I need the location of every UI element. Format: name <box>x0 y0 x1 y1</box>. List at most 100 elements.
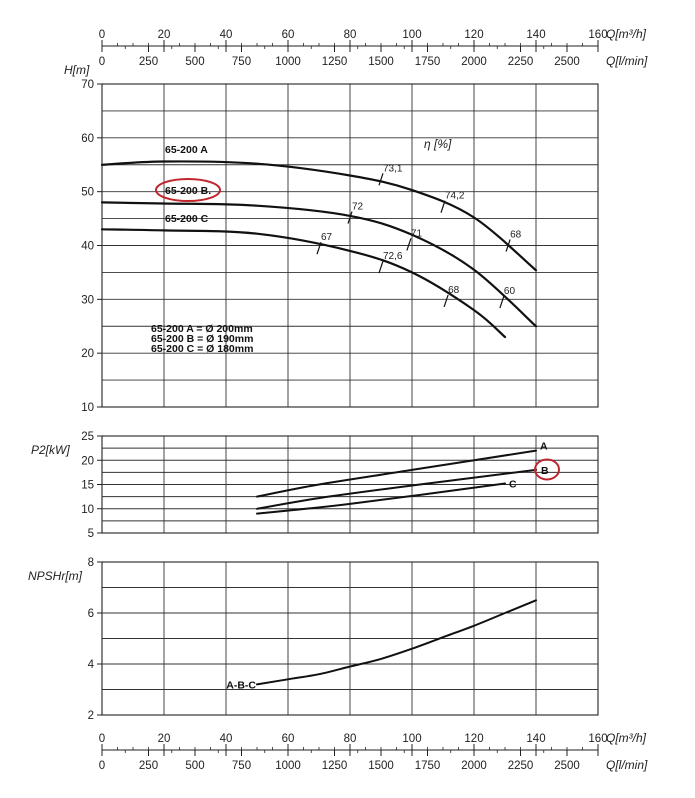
y-tick-label: 2 <box>88 710 94 722</box>
y-tick-label: 60 <box>81 133 94 145</box>
curve-65-200-a <box>100 160 538 272</box>
efficiency-label: 72 <box>352 202 364 213</box>
y-tick-label: 8 <box>88 557 94 569</box>
efficiency-tick <box>499 295 505 309</box>
q-m3h-axis-label: Q[m³/h] <box>606 731 647 745</box>
q-lmin-tick-label: 2000 <box>461 56 487 68</box>
y-tick-label: 50 <box>81 187 94 199</box>
q-lmin-axis-label: Q[l/min] <box>606 758 648 772</box>
q-m3h-tick-label: 0 <box>99 29 105 41</box>
curve-label: 65-200 B. <box>165 185 211 197</box>
q-lmin-tick-label: 2000 <box>461 760 487 772</box>
q-m3h-tick-label: 140 <box>526 29 545 41</box>
efficiency-tick <box>347 211 353 224</box>
q-m3h-tick-label: 80 <box>344 29 357 41</box>
q-m3h-tick-label: 160 <box>588 29 607 41</box>
q-lmin-tick-label: 1000 <box>275 56 301 68</box>
q-m3h-tick-label: 40 <box>220 733 233 745</box>
efficiency-label: 74,2 <box>445 191 465 202</box>
y-axis-label: P2[kW] <box>31 443 70 457</box>
efficiency-tick <box>406 238 412 251</box>
q-m3h-axis-label: Q[m³/h] <box>606 27 647 41</box>
y-axis-label: H[m] <box>64 63 90 77</box>
efficiency-label: 71 <box>411 228 423 239</box>
q-m3h-tick-label: 0 <box>99 733 105 745</box>
q-m3h-tick-label: 60 <box>282 733 295 745</box>
y-tick-label: 10 <box>81 402 94 414</box>
y-tick-label: 15 <box>81 480 94 492</box>
efficiency-tick <box>378 173 384 186</box>
y-tick-label: 25 <box>81 431 94 443</box>
diameter-annotation: 65-200 B = Ø 190mm <box>151 333 253 345</box>
curve-a-b-c <box>256 599 537 686</box>
q-lmin-tick-label: 1500 <box>368 56 394 68</box>
q-lmin-tick-label: 1000 <box>275 760 301 772</box>
efficiency-label: 68 <box>510 230 522 241</box>
efficiency-label: 68 <box>448 285 460 296</box>
q-m3h-tick-label: 40 <box>220 29 233 41</box>
q-lmin-tick-label: 2500 <box>554 56 580 68</box>
efficiency-tick <box>505 239 511 252</box>
power-panel: 5 10 15 20 25 P2[kW] AB C <box>31 431 599 540</box>
efficiency-tick <box>378 260 384 274</box>
y-tick-label: 70 <box>81 79 94 91</box>
curve-65-200-c <box>100 228 507 339</box>
efficiency-label: 67 <box>321 232 333 243</box>
q-lmin-tick-label: 2500 <box>554 760 580 772</box>
q-m3h-tick-label: 120 <box>464 733 483 745</box>
q-lmin-tick-label: 750 <box>232 760 251 772</box>
efficiency-axis-label: η [%] <box>424 137 452 151</box>
q-m3h-tick-label: 160 <box>588 733 607 745</box>
diameter-annotation: 65-200 A = Ø 200mm <box>151 323 253 335</box>
q-m3h-tick-label: 80 <box>344 733 357 745</box>
q-lmin-tick-label: 0 <box>99 56 105 68</box>
y-tick-label: 4 <box>88 659 95 671</box>
curve-c <box>256 482 506 515</box>
curve-label: 65-200 C <box>165 213 209 225</box>
curve-label: B <box>541 465 549 477</box>
efficiency-tick <box>440 200 446 213</box>
curve-a <box>256 449 537 498</box>
bottom-q-axis: 0 20 40 60 80 100 120 140 160 0 250 500 750 1000 1250 1… <box>99 731 648 772</box>
q-lmin-tick-label: 1500 <box>368 760 394 772</box>
diameter-annotation: 65-200 C = Ø 180mm <box>151 343 253 355</box>
y-tick-label: 5 <box>88 528 94 540</box>
y-tick-label: 30 <box>81 294 94 306</box>
q-lmin-tick-label: 1250 <box>322 56 348 68</box>
q-lmin-tick-label: 1250 <box>322 760 348 772</box>
y-tick-label: 6 <box>88 608 94 620</box>
q-lmin-tick-label: 250 <box>139 760 158 772</box>
curve-label: A <box>540 441 548 453</box>
efficiency-label: 73,1 <box>383 163 403 174</box>
efficiency-tick <box>316 242 322 255</box>
efficiency-label: 60 <box>504 286 516 297</box>
y-tick-label: 20 <box>81 348 94 360</box>
q-m3h-tick-label: 100 <box>402 29 421 41</box>
q-lmin-axis-label: Q[l/min] <box>606 54 648 68</box>
q-lmin-tick-label: 2250 <box>508 56 534 68</box>
q-m3h-tick-label: 120 <box>464 29 483 41</box>
q-lmin-tick-label: 500 <box>185 56 204 68</box>
efficiency-tick <box>443 294 449 308</box>
highlight-ellipse <box>155 178 221 202</box>
q-lmin-tick-label: 2250 <box>508 760 534 772</box>
q-m3h-tick-label: 60 <box>282 29 295 41</box>
y-axis-label: NPSHr[m] <box>28 569 83 583</box>
q-m3h-tick-label: 100 <box>402 733 421 745</box>
q-m3h-tick-label: 140 <box>526 733 545 745</box>
curve-b <box>256 468 537 510</box>
y-tick-label: 40 <box>81 241 94 253</box>
q-lmin-tick-label: 1750 <box>415 56 441 68</box>
y-tick-label: 20 <box>81 455 94 467</box>
q-lmin-tick-label: 250 <box>139 56 158 68</box>
curve-label: 65-200 A <box>165 144 208 156</box>
q-m3h-tick-label: 20 <box>158 733 171 745</box>
q-lmin-tick-label: 500 <box>185 760 204 772</box>
q-lmin-tick-label: 750 <box>232 56 251 68</box>
curve-label: A-B-C <box>226 679 256 691</box>
q-lmin-tick-label: 0 <box>99 760 105 772</box>
head-panel: 10 20 30 40 50 60 70 H[m] 65-200 A 65-200 B. 65-20… <box>64 63 599 414</box>
npsh-panel: 2 4 6 8 NPSHr[m] A-B-C <box>28 557 599 722</box>
highlight-ellipse <box>534 458 560 481</box>
